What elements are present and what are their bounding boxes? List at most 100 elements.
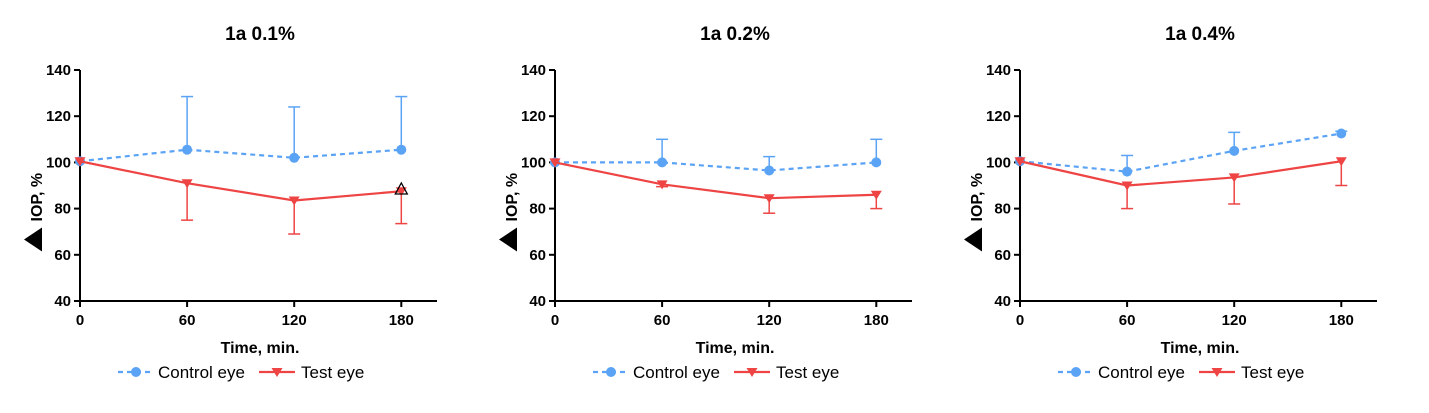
data-point — [657, 157, 668, 168]
y-axis-label-group: IOP, % — [499, 173, 521, 252]
legend-label-test: Test eye — [1241, 363, 1304, 382]
data-point — [1121, 181, 1133, 191]
data-point — [549, 158, 561, 168]
series-control — [550, 138, 883, 176]
y-tick-label: 140 — [521, 62, 546, 79]
y-tick-label: 120 — [46, 108, 71, 125]
y-tick-label: 80 — [529, 201, 546, 218]
legend: Control eye Test eye — [1058, 363, 1304, 382]
legend-marker-test — [271, 368, 283, 377]
chart-title: 1a 0.4% — [1165, 24, 1235, 45]
series-line — [555, 161, 877, 172]
legend: Control eye Test eye — [593, 363, 839, 382]
x-tick-label: 0 — [76, 312, 84, 329]
data-point — [1336, 128, 1347, 139]
legend-label-test: Test eye — [301, 363, 364, 382]
data-point — [395, 187, 407, 197]
data-point — [289, 152, 300, 163]
chart-title: 1a 0.1% — [225, 24, 295, 45]
x-tick-label: 180 — [389, 312, 414, 329]
data-point — [1335, 157, 1347, 167]
series-line — [1019, 160, 1342, 187]
y-tick-label: 60 — [529, 247, 546, 264]
y-tick-label: 120 — [521, 108, 546, 125]
chart-panel-1a-0.2: 1a 0.2% 40 60 80 100 120 140 0 60 120 180 Time, min… — [475, 0, 951, 413]
data-point — [764, 165, 775, 176]
x-tick-label: 180 — [1329, 312, 1354, 329]
data-point — [74, 157, 86, 167]
y-tick-label: 40 — [54, 293, 71, 310]
x-tick-label: 0 — [551, 312, 559, 329]
data-point — [871, 157, 882, 168]
chart-title: 1a 0.2% — [700, 24, 770, 45]
data-point — [1229, 145, 1240, 156]
x-axis-label: Time, min. — [221, 340, 300, 357]
data-point — [1122, 166, 1133, 177]
y-tick-label: 100 — [46, 154, 71, 171]
x-tick-label: 180 — [864, 312, 889, 329]
chart-svg: 1a 0.2% 40 60 80 100 120 140 0 60 120 180 Time, min… — [499, 24, 912, 382]
y-tick-label: 40 — [994, 293, 1011, 310]
x-tick-label: 0 — [1016, 312, 1024, 329]
legend-label-test: Test eye — [776, 363, 839, 382]
legend-marker-test — [746, 368, 758, 377]
series-test — [74, 157, 408, 235]
legend-label-control: Control eye — [1098, 363, 1185, 382]
y-tick-label: 80 — [994, 201, 1011, 218]
legend-marker-control — [606, 367, 616, 377]
delta-icon — [24, 227, 42, 252]
chart-svg: 1a 0.1% 40 60 80 100 120 140 0 60 120 180 Time, min… — [24, 24, 437, 382]
x-tick-label: 120 — [282, 312, 307, 329]
delta-annotation-icon — [394, 181, 409, 195]
chart-panel-1a-0.4: 1a 0.4% 40 60 80 100 120 140 0 60 120 180 Time, min… — [940, 0, 1416, 413]
delta-icon — [964, 227, 982, 252]
y-tick-label: 60 — [994, 247, 1011, 264]
y-tick-label: 140 — [986, 62, 1011, 79]
x-axis-label: Time, min. — [696, 340, 775, 357]
chart-panel-1a-0.1: 1a 0.1% 40 60 80 100 120 140 0 60 120 180 Time, min… — [0, 0, 476, 413]
data-point — [181, 179, 193, 189]
series-line — [1019, 132, 1342, 173]
series-test — [1014, 157, 1348, 210]
series-test — [549, 158, 883, 214]
y-tick-label: 100 — [986, 154, 1011, 171]
x-tick-label: 60 — [1119, 312, 1136, 329]
y-tick-label: 120 — [986, 108, 1011, 125]
y-tick-label: 140 — [46, 62, 71, 79]
data-point — [1228, 173, 1240, 183]
series-line — [79, 160, 402, 202]
significance-annotation — [394, 181, 409, 195]
legend-marker-control — [131, 367, 141, 377]
y-tick-label: 40 — [529, 293, 546, 310]
y-axis-label: IOP, % — [969, 173, 986, 222]
y-tick-label: 100 — [521, 154, 546, 171]
data-point — [1014, 157, 1026, 167]
y-axis-label: IOP, % — [504, 173, 521, 222]
series-control — [75, 95, 408, 167]
legend-label-control: Control eye — [158, 363, 245, 382]
x-axis-label: Time, min. — [1161, 340, 1240, 357]
legend-marker-control — [1071, 367, 1081, 377]
legend-label-control: Control eye — [633, 363, 720, 382]
series-control — [1015, 128, 1348, 177]
series-line — [79, 148, 402, 163]
data-point — [870, 190, 882, 200]
y-tick-label: 60 — [54, 247, 71, 264]
y-axis-label-group: IOP, % — [24, 173, 46, 252]
y-axis-label-group: IOP, % — [964, 173, 986, 252]
y-axis-label: IOP, % — [29, 173, 46, 222]
data-point — [288, 196, 300, 206]
legend: Control eye Test eye — [118, 363, 364, 382]
data-point — [182, 144, 193, 155]
data-point — [396, 144, 407, 155]
chart-svg: 1a 0.4% 40 60 80 100 120 140 0 60 120 180 Time, min… — [964, 24, 1377, 382]
delta-icon — [499, 227, 517, 252]
x-tick-label: 120 — [757, 312, 782, 329]
y-tick-label: 80 — [54, 201, 71, 218]
x-tick-label: 60 — [654, 312, 671, 329]
data-point — [656, 180, 668, 190]
x-tick-label: 60 — [179, 312, 196, 329]
legend-marker-test — [1211, 368, 1223, 377]
data-point — [763, 194, 775, 204]
series-line — [554, 161, 877, 200]
